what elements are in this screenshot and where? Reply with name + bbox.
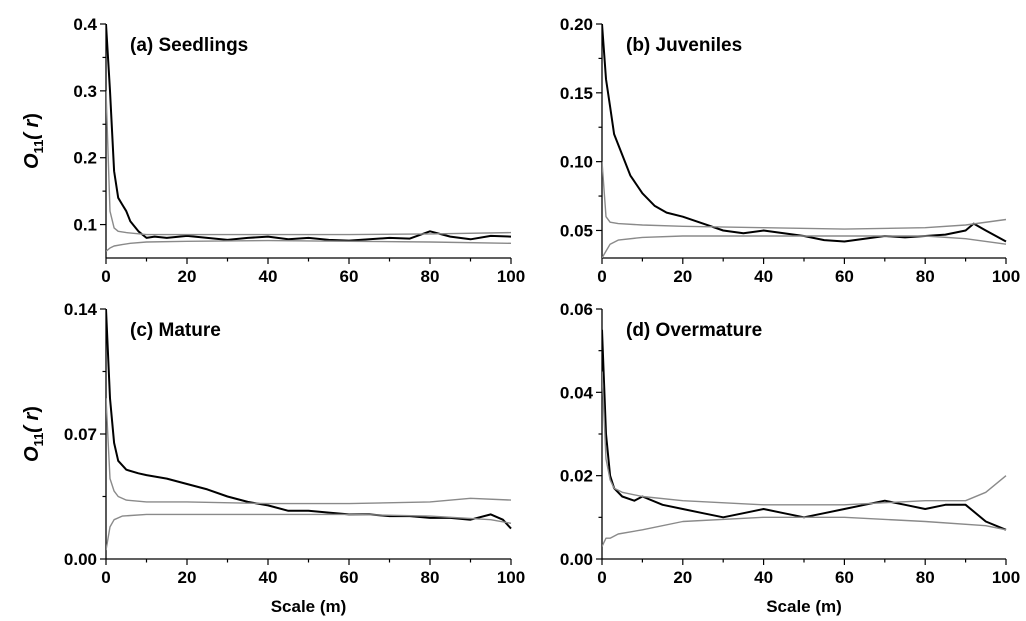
x-tick-label: 20 bbox=[178, 568, 197, 587]
panel-2: 0 20 40 60 80 100 0.05 0.10 0.15 0.20 (b) Juvenile… bbox=[560, 15, 1020, 286]
upper-envelope-line bbox=[106, 90, 512, 236]
x-axis-label: Scale (m) bbox=[766, 597, 842, 616]
x-tick-label: 40 bbox=[754, 267, 773, 286]
x-tick-label: 100 bbox=[992, 568, 1020, 587]
x-tick-label: 60 bbox=[835, 568, 854, 587]
lower-envelope-line bbox=[106, 239, 512, 252]
y-tick-label: 0.05 bbox=[560, 221, 593, 240]
x-tick-label: 20 bbox=[178, 267, 197, 286]
upper-envelope-line bbox=[602, 371, 1007, 506]
y-tick-label: 0.15 bbox=[560, 84, 593, 103]
y-axis-label: O11( r) bbox=[21, 113, 46, 169]
x-tick-label: 60 bbox=[340, 568, 359, 587]
y-axis-label: O11( r) bbox=[21, 406, 46, 462]
y-tick-label: 0.1 bbox=[73, 216, 97, 235]
x-tick-label: 40 bbox=[259, 267, 278, 286]
x-tick-label: 0 bbox=[101, 267, 110, 286]
x-tick-label: 100 bbox=[497, 568, 525, 587]
x-tick-label: 40 bbox=[259, 568, 278, 587]
x-tick-label: 80 bbox=[421, 267, 440, 286]
y-tick-label: 0.2 bbox=[73, 149, 97, 168]
y-tick-label: 0.14 bbox=[64, 300, 98, 319]
x-tick-label: 0 bbox=[597, 267, 606, 286]
x-tick-label: 80 bbox=[421, 568, 440, 587]
x-tick-label: 80 bbox=[916, 267, 935, 286]
upper-envelope-line bbox=[106, 398, 512, 505]
x-tick-label: 60 bbox=[835, 267, 854, 286]
panel-1: 0 20 40 60 80 100 0.1 0.2 0.3 0.4 (a) Seedlings O11… bbox=[21, 15, 525, 286]
x-tick-label: 100 bbox=[497, 267, 525, 286]
x-axis-label: Scale (m) bbox=[271, 597, 347, 616]
lower-envelope-line bbox=[602, 235, 1007, 258]
x-tick-label: 0 bbox=[101, 568, 110, 587]
y-tick-label: 0.10 bbox=[560, 153, 593, 172]
observed-line bbox=[106, 23, 512, 242]
x-tick-label: 20 bbox=[673, 267, 692, 286]
x-tick-label: 80 bbox=[916, 568, 935, 587]
x-tick-label: 40 bbox=[754, 568, 773, 587]
observed-line bbox=[602, 329, 1007, 531]
panel-title: (a) Seedlings bbox=[130, 35, 248, 56]
y-tick-label: 0.04 bbox=[560, 383, 594, 402]
observed-line bbox=[106, 308, 512, 530]
panel-title: (c) Mature bbox=[130, 320, 221, 341]
y-tick-label: 0.00 bbox=[64, 550, 97, 569]
y-tick-label: 0.00 bbox=[560, 550, 593, 569]
y-tick-label: 0.4 bbox=[73, 15, 97, 34]
y-tick-label: 0.20 bbox=[560, 15, 593, 34]
panel-title: (d) Overmature bbox=[626, 320, 762, 341]
panel-title: (b) Juveniles bbox=[626, 35, 742, 56]
lower-envelope-line bbox=[106, 513, 512, 551]
x-tick-label: 20 bbox=[673, 568, 692, 587]
y-tick-label: 0.07 bbox=[64, 425, 97, 444]
panel-4: 0 20 40 60 80 100 0.00 0.02 0.04 0.06 (d) Overmatu… bbox=[560, 300, 1020, 616]
lower-envelope-line bbox=[602, 516, 1007, 547]
y-tick-label: 0.02 bbox=[560, 467, 593, 486]
x-tick-label: 60 bbox=[340, 267, 359, 286]
x-tick-label: 0 bbox=[597, 568, 606, 587]
panel-3: 0 20 40 60 80 100 0.00 0.07 0.14 (c) Mature Scale … bbox=[21, 300, 525, 616]
observed-line bbox=[602, 23, 1007, 243]
x-tick-label: 100 bbox=[992, 267, 1020, 286]
y-tick-label: 0.3 bbox=[73, 82, 97, 101]
y-tick-label: 0.06 bbox=[560, 300, 593, 319]
upper-envelope-line bbox=[602, 161, 1007, 230]
